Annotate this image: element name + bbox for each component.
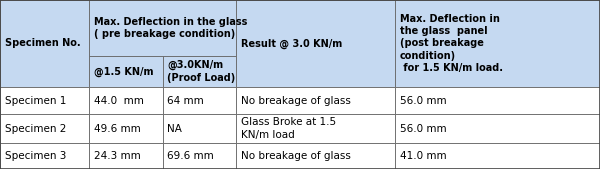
Text: Result @ 3.0 KN/m: Result @ 3.0 KN/m [241, 38, 343, 49]
Text: No breakage of glass: No breakage of glass [241, 151, 351, 161]
Bar [395, 0, 600, 87]
Bar [89, 0, 236, 56]
Bar [236, 114, 395, 143]
Text: Max. Deflection in
the glass  panel
(post breakage
condition)
 for 1.5 KN/m load: Max. Deflection in the glass panel (post… [400, 14, 503, 73]
Bar [163, 87, 236, 114]
Text: @1.5 KN/m: @1.5 KN/m [94, 66, 153, 77]
Text: Glass Broke at 1.5
KN/m load: Glass Broke at 1.5 KN/m load [241, 117, 337, 140]
Bar [163, 114, 236, 143]
Bar [0, 87, 89, 114]
Text: Specimen 3: Specimen 3 [5, 151, 66, 161]
Text: Specimen 2: Specimen 2 [5, 124, 66, 134]
Bar [163, 56, 236, 87]
Bar [395, 114, 600, 143]
Bar [395, 87, 600, 114]
Text: 56.0 mm: 56.0 mm [400, 95, 446, 105]
Text: 41.0 mm: 41.0 mm [400, 151, 446, 161]
Text: Max. Deflection in the glass
( pre breakage condition): Max. Deflection in the glass ( pre break… [94, 17, 247, 39]
Bar [0, 0, 89, 87]
Bar [0, 143, 89, 169]
Text: 56.0 mm: 56.0 mm [400, 124, 446, 134]
Text: Specimen No.: Specimen No. [5, 39, 80, 49]
Bar [89, 87, 163, 114]
Text: 49.6 mm: 49.6 mm [94, 124, 140, 134]
Text: No breakage of glass: No breakage of glass [241, 95, 351, 105]
Text: 24.3 mm: 24.3 mm [94, 151, 140, 161]
Text: 69.6 mm: 69.6 mm [167, 151, 214, 161]
Bar [89, 114, 163, 143]
Text: 44.0  mm: 44.0 mm [94, 95, 143, 105]
Bar [236, 0, 395, 87]
Bar [236, 87, 395, 114]
Bar [89, 143, 163, 169]
Text: @3.0KN/m
(Proof Load): @3.0KN/m (Proof Load) [167, 60, 236, 83]
Bar [163, 143, 236, 169]
Bar [236, 143, 395, 169]
Bar [0, 114, 89, 143]
Text: Specimen 1: Specimen 1 [5, 95, 66, 105]
Text: 64 mm: 64 mm [167, 95, 204, 105]
Bar [89, 56, 163, 87]
Bar [395, 143, 600, 169]
Text: NA: NA [167, 124, 182, 134]
